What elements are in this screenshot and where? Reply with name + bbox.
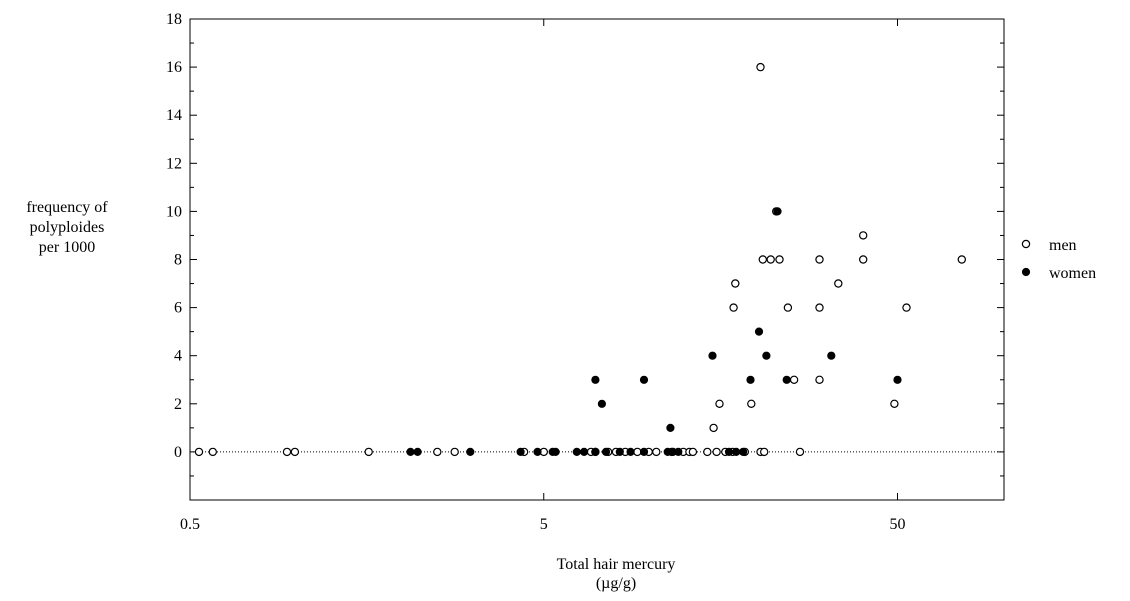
point-women: [406, 447, 415, 456]
point-men: [795, 447, 805, 457]
y-axis-title-line-2: polyploides: [30, 219, 105, 236]
point-men: [783, 303, 793, 312]
point-women: [674, 447, 683, 456]
y-tick-label: 16: [166, 59, 182, 76]
point-women: [827, 351, 836, 360]
point-women: [739, 447, 748, 456]
x-axis-ticks: [189, 19, 899, 500]
point-women: [746, 375, 755, 384]
point-women: [626, 447, 635, 456]
y-tick-label: 12: [166, 155, 182, 172]
point-men: [290, 447, 300, 457]
point-women: [773, 207, 782, 216]
point-men: [760, 447, 769, 457]
point-men: [815, 375, 824, 384]
y-tick-label: 2: [174, 396, 182, 413]
y-axis-title-line-1: frequency of: [26, 199, 108, 216]
point-men: [775, 255, 784, 264]
point-women: [893, 375, 902, 384]
point-women: [639, 447, 649, 456]
y-tick-label: 4: [174, 348, 182, 365]
point-men: [709, 423, 718, 433]
y-tick-label: 8: [174, 252, 182, 269]
point-men: [712, 447, 721, 457]
y-tick-label: 0: [174, 444, 182, 461]
point-men: [433, 447, 442, 457]
point-men: [789, 375, 799, 384]
x-tick-label: 50: [890, 516, 906, 533]
y-tick-label: 10: [166, 203, 182, 220]
x-axis-tick-labels: 0.5 5 50: [180, 516, 906, 533]
y-axis-ticks: [190, 18, 1004, 501]
point-women: [666, 423, 675, 432]
point-men: [703, 447, 712, 457]
y-axis-title-line-3: per 1000: [39, 239, 95, 256]
point-men: [731, 279, 740, 288]
x-tick-label: 0.5: [180, 516, 200, 533]
plot-frame: [189, 18, 1005, 501]
point-women: [615, 447, 624, 456]
point-men: [890, 399, 899, 408]
y-tick-label: 14: [166, 107, 182, 124]
point-men: [450, 447, 459, 457]
point-women: [639, 375, 649, 384]
point-women: [551, 447, 560, 456]
point-women: [580, 447, 589, 456]
point-women: [591, 375, 600, 384]
point-men: [364, 447, 373, 457]
point-men: [715, 399, 724, 408]
point-men: [747, 399, 756, 408]
point-men: [815, 303, 824, 312]
point-men: [688, 447, 698, 457]
point-women: [732, 447, 741, 456]
point-women: [754, 327, 764, 336]
point-men: [194, 447, 204, 457]
point-women: [572, 447, 581, 456]
point-men: [957, 255, 967, 264]
point-women: [597, 399, 607, 408]
point-men: [756, 62, 765, 72]
point-men: [859, 255, 868, 264]
point-men: [282, 447, 292, 457]
point-women: [708, 351, 717, 360]
point-women: [782, 375, 791, 384]
point-women: [762, 351, 771, 360]
point-women: [601, 447, 611, 456]
point-men: [758, 255, 768, 264]
legend-label-women: women: [1049, 265, 1096, 282]
point-men: [902, 303, 911, 312]
point-women: [516, 447, 525, 456]
point-men: [815, 255, 824, 264]
point-men: [208, 447, 217, 457]
legend: men women: [1021, 237, 1096, 282]
point-women: [466, 447, 475, 456]
point-women: [533, 447, 542, 456]
point-women: [591, 447, 600, 456]
y-tick-label: 6: [174, 300, 182, 317]
x-axis-title: Total hair mercury: [557, 556, 676, 573]
point-women: [724, 447, 734, 456]
y-tick-label: 18: [166, 11, 182, 28]
point-men: [652, 447, 661, 457]
data-points: [194, 62, 967, 457]
point-men: [729, 303, 738, 312]
point-men: [766, 255, 775, 264]
point-men: [859, 231, 868, 240]
x-axis-unit: (µg/g): [596, 575, 636, 592]
point-women: [413, 447, 422, 456]
x-tick-label: 5: [540, 516, 548, 533]
point-men: [834, 279, 843, 288]
legend-marker-men: [1021, 239, 1031, 249]
legend-label-men: men: [1049, 237, 1077, 254]
legend-marker-women: [1021, 267, 1031, 277]
y-axis-tick-labels: 0 2 4 6 8 10 12 14 16 18: [166, 11, 182, 461]
